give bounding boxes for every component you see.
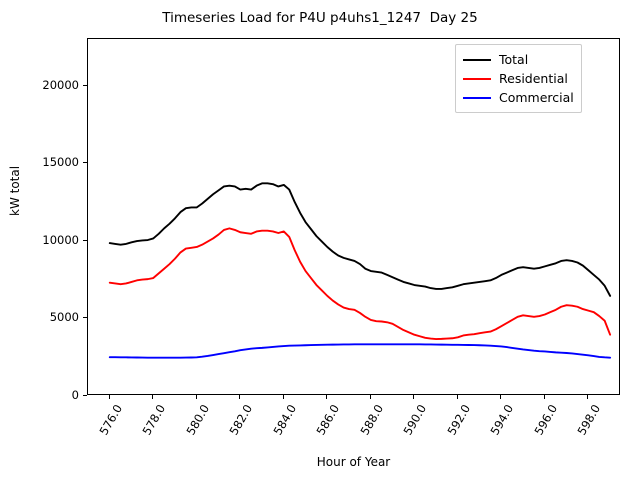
- x-tick-label: 576.0: [96, 402, 125, 438]
- y-tick-mark: [83, 84, 87, 86]
- x-tick-mark: [195, 395, 197, 399]
- x-tick-mark: [239, 395, 241, 399]
- x-tick-mark: [543, 395, 545, 399]
- y-tick-mark: [83, 239, 87, 241]
- x-tick-label: 598.0: [574, 402, 604, 438]
- x-tick-mark: [500, 395, 502, 399]
- x-tick-label: 578.0: [139, 402, 169, 438]
- legend-swatch-residential: [463, 77, 491, 80]
- x-tick-mark: [413, 395, 415, 399]
- plot-lines: [108, 182, 612, 359]
- chart-title: Timeseries Load for P4U p4uhs1_1247 Day …: [162, 10, 478, 26]
- x-axis-label: Hour of Year: [316, 455, 391, 469]
- plot-area: [87, 38, 620, 395]
- legend-label-commercial: Commercial: [499, 90, 574, 105]
- x-tick-label: 594.0: [487, 402, 517, 438]
- y-tick-mark: [83, 395, 87, 396]
- x-tick-mark: [456, 395, 458, 399]
- series-line-total: [108, 182, 612, 297]
- x-tick-mark: [369, 395, 371, 399]
- y-tick-label: 20000: [42, 77, 79, 92]
- x-tick-label: 580.0: [183, 402, 212, 438]
- series-line-residential: [108, 227, 612, 340]
- x-tick-label: 588.0: [357, 402, 386, 438]
- chart-legend: Total Residential Commercial: [455, 44, 582, 113]
- y-tick-label: 10000: [42, 232, 79, 247]
- x-tick-label: 596.0: [531, 402, 560, 438]
- legend-item-commercial: Commercial: [463, 88, 574, 107]
- x-tick-label: 582.0: [226, 402, 256, 438]
- series-line-commercial: [108, 343, 612, 359]
- x-tick-mark: [108, 395, 110, 399]
- x-tick-mark: [282, 395, 284, 399]
- y-tick-mark: [83, 317, 87, 319]
- x-tick-mark: [587, 395, 589, 399]
- x-tick-label: 592.0: [444, 402, 473, 438]
- legend-label-residential: Residential: [499, 71, 568, 86]
- legend-label-total: Total: [499, 52, 529, 67]
- legend-item-residential: Residential: [463, 69, 574, 88]
- y-tick-mark: [83, 162, 87, 164]
- legend-swatch-total: [463, 58, 491, 61]
- y-tick-label: 15000: [42, 155, 79, 170]
- y-axis-tick-labels: 0 5000 10000 15000 20000: [0, 0, 79, 480]
- x-tick-label: 590.0: [400, 402, 430, 438]
- x-tick-mark: [326, 395, 328, 399]
- y-tick-label: 0: [71, 388, 79, 402]
- legend-swatch-commercial: [463, 96, 491, 99]
- legend-item-total: Total: [463, 50, 574, 69]
- x-tick-label: 584.0: [270, 402, 299, 438]
- y-tick-label: 5000: [49, 310, 79, 325]
- x-tick-label: 586.0: [313, 402, 343, 438]
- x-tick-mark: [152, 395, 154, 399]
